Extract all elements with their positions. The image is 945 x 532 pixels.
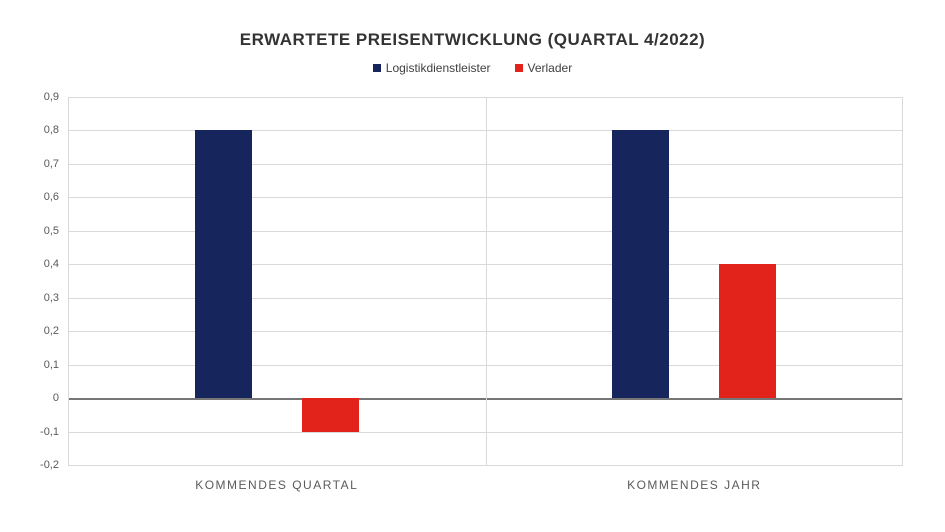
y-axis-tick-label: 0,6 (43, 191, 59, 204)
y-axis-tick-label: 0 (52, 392, 59, 405)
y-axis-tick-label: -0,1 (40, 425, 59, 438)
legend-label: Logistikdienstleister (385, 61, 491, 75)
legend-swatch-verlader (514, 64, 523, 72)
category-divider-line (485, 97, 487, 465)
bar-verlader-kommendes-quartal (301, 398, 359, 432)
legend-swatch-logistikdienstleister (372, 64, 381, 72)
legend: Logistikdienstleister Verlader (0, 61, 945, 75)
chart-title: ERWARTETE PREISENTWICKLUNG (QUARTAL 4/20… (239, 30, 706, 49)
y-axis-tick-label: -0,2 (40, 459, 59, 471)
bar-logistikdienstleister-kommendes-jahr (612, 130, 670, 399)
gridline (68, 465, 903, 466)
bar-logistikdienstleister-kommendes-quartal (194, 130, 252, 399)
y-axis-tick-label: 0,3 (43, 291, 59, 304)
legend-label: Verlader (527, 61, 573, 75)
bar-verlader-kommendes-jahr (719, 264, 777, 399)
x-axis-category-label: KOMMENDES QUARTAL (195, 478, 359, 492)
y-axis-tick-label: 0,9 (43, 91, 59, 103)
y-axis-tick-label: 0,1 (43, 358, 59, 371)
x-axis-category-label: KOMMENDES JAHR (627, 478, 762, 492)
y-axis-tick-label: 0,7 (43, 157, 59, 170)
legend-item-verlader: Verlader (514, 61, 573, 75)
plot-border-right (902, 97, 903, 465)
y-axis-tick-label: 0,5 (43, 224, 59, 237)
y-axis-tick-label: 0,4 (43, 258, 59, 271)
plot-border-left (68, 97, 69, 465)
legend-item-logistikdienstleister: Logistikdienstleister (372, 61, 491, 75)
y-axis-tick-label: 0,2 (43, 325, 59, 338)
plot-area (68, 97, 903, 466)
y-axis-tick-label: 0,8 (43, 124, 59, 137)
